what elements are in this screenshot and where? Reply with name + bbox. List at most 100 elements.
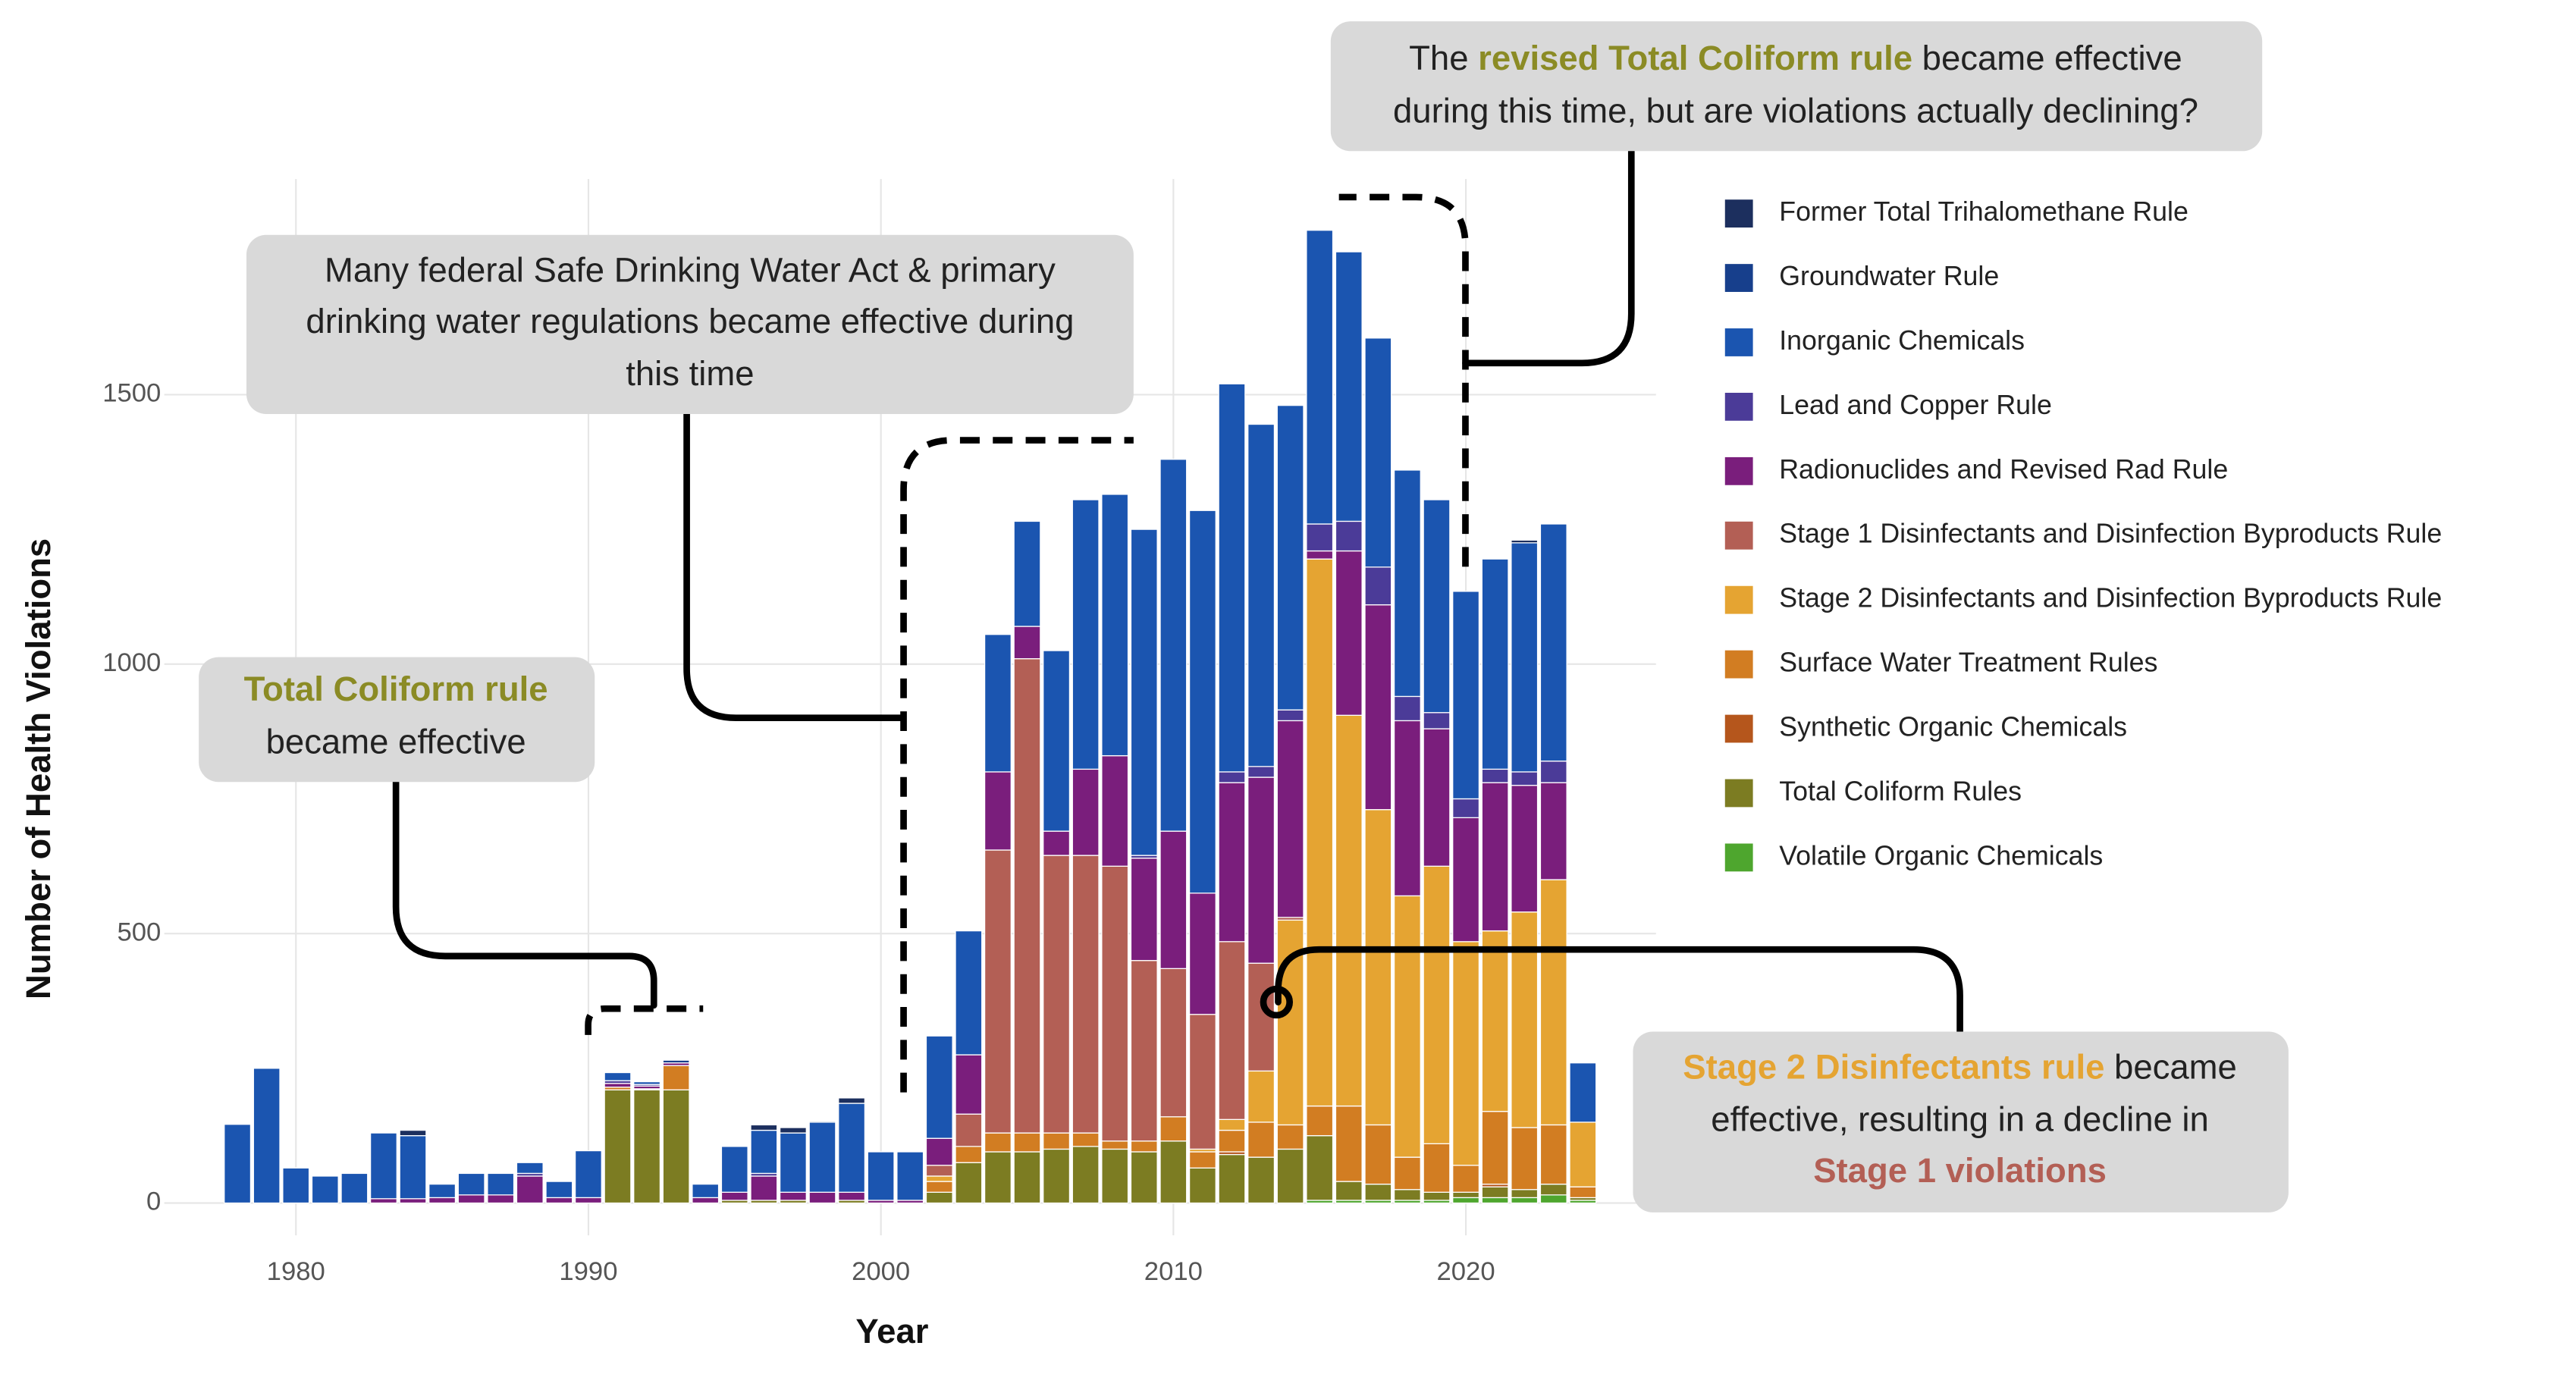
- bar-segment: [720, 1146, 748, 1193]
- legend-label: Lead and Copper Rule: [1779, 390, 2052, 420]
- annotation-box: [199, 657, 595, 783]
- bar-segment: [692, 1197, 720, 1204]
- bar-segment: [516, 1175, 544, 1204]
- bar-segment: [984, 771, 1012, 851]
- bar-segment: [1130, 1140, 1158, 1153]
- bar-segment: [633, 1089, 661, 1204]
- bar-segment: [1511, 542, 1539, 773]
- x-tick-label: 1990: [559, 1257, 617, 1286]
- bar-segment: [1393, 1156, 1421, 1190]
- bar-segment: [633, 1081, 661, 1085]
- legend-label: Volatile Organic Chemicals: [1779, 840, 2103, 871]
- annotation-segment: Many federal Safe Drinking Water Act & p…: [325, 251, 1056, 290]
- bar-segment: [1188, 1151, 1216, 1169]
- bar-segment: [369, 1132, 397, 1200]
- bar-segment: [955, 1113, 983, 1147]
- bar-segment: [808, 1191, 836, 1204]
- annotation-box: [1633, 1031, 2289, 1212]
- x-tick-label: 2000: [852, 1257, 910, 1286]
- legend-label: Radionuclides and Revised Rad Rule: [1779, 454, 2228, 485]
- bar-segment: [1072, 499, 1100, 770]
- bar-segment: [1159, 1116, 1188, 1142]
- bar-segment: [604, 1083, 632, 1088]
- bar-segment: [1306, 1135, 1334, 1201]
- legend-label: Stage 2 Disinfectants and Disinfection B…: [1779, 583, 2442, 613]
- bar-segment: [1452, 817, 1480, 943]
- annotation-segment: became effective: [1912, 39, 2182, 77]
- bar-segment: [1452, 1165, 1480, 1193]
- annotation-segment: became: [2104, 1047, 2236, 1086]
- bar-segment: [1511, 1197, 1539, 1204]
- bar-segment: [1159, 830, 1188, 969]
- bar-segment: [1511, 1127, 1539, 1190]
- bar-segment: [779, 1191, 807, 1201]
- bar-segment: [896, 1151, 924, 1201]
- legend-swatch: [1724, 199, 1753, 228]
- bar-segment: [1423, 1191, 1451, 1201]
- bar-segment: [1013, 520, 1041, 627]
- bar-segment: [1364, 337, 1392, 568]
- bar-segment: [545, 1181, 573, 1199]
- legend-swatch: [1724, 714, 1753, 743]
- bar-segment: [1481, 1197, 1509, 1204]
- bar-segment: [1101, 1148, 1129, 1204]
- legend-swatch: [1724, 521, 1753, 550]
- bar-segment: [1481, 558, 1509, 770]
- bar-segment: [1276, 709, 1304, 722]
- bar-segment: [1013, 658, 1041, 1134]
- bar-segment: [925, 1137, 953, 1166]
- annotation-text: effective, resulting in a decline in: [1711, 1100, 2209, 1139]
- bar-segment: [1276, 1148, 1304, 1204]
- bar-segment: [1247, 776, 1275, 964]
- bar-segment: [1276, 404, 1304, 711]
- bar-segment: [1423, 499, 1451, 714]
- bar-segment: [1072, 1132, 1100, 1147]
- bar-segment: [1364, 566, 1392, 606]
- legend-label: Former Total Trihalomethane Rule: [1779, 196, 2189, 227]
- bar-segment: [1188, 892, 1216, 1015]
- bar-segment: [1159, 968, 1188, 1118]
- bracket: [900, 437, 1134, 1093]
- bar-segment: [516, 1162, 544, 1175]
- bracket: [1338, 193, 1469, 567]
- bar-segment: [1539, 782, 1567, 880]
- bar-segment: [1072, 855, 1100, 1134]
- bar-segment: [662, 1065, 690, 1090]
- bar-segment: [1481, 768, 1509, 783]
- bar-segment: [1335, 520, 1363, 552]
- bar-segment: [1481, 930, 1509, 1112]
- bar-segment: [340, 1172, 369, 1204]
- bar-segment: [1101, 1140, 1129, 1150]
- annotations: The revised Total Coliform rule became e…: [199, 21, 2289, 1212]
- bar-segment: [925, 1035, 953, 1139]
- bar-segment: [1364, 809, 1392, 1126]
- bar-segment: [838, 1103, 866, 1193]
- bar-segment: [224, 1124, 252, 1204]
- connector: [1275, 946, 1963, 1035]
- bar-segment: [1569, 1062, 1597, 1123]
- connector: [1462, 147, 1635, 367]
- annotation-box: [1330, 21, 2263, 152]
- bar-segment: [1511, 539, 1539, 544]
- annotation-segment: Stage 2 Disinfectants rule: [1683, 1047, 2104, 1086]
- bar-segment: [662, 1089, 690, 1204]
- bar-segment: [779, 1127, 807, 1134]
- connector: [683, 410, 904, 722]
- annotation-box: [246, 234, 1134, 414]
- bar-segment: [1481, 782, 1509, 932]
- bar-segment: [1393, 720, 1421, 897]
- bar-segment: [808, 1121, 836, 1193]
- marker: [1260, 985, 1293, 1019]
- bar-segment: [1306, 523, 1334, 552]
- bar-segment: [399, 1135, 427, 1200]
- annotation-text: became effective: [266, 722, 526, 761]
- bar-segment: [1452, 941, 1480, 1166]
- y-tick-label: 1500: [102, 379, 161, 408]
- bar-segment: [253, 1068, 281, 1204]
- annotation-segment: effective, resulting in a decline in: [1711, 1100, 2209, 1139]
- legend-swatch: [1724, 779, 1753, 808]
- bar-segment: [1539, 1194, 1567, 1204]
- bar-segment: [955, 930, 983, 1056]
- bar-segment: [1306, 230, 1334, 525]
